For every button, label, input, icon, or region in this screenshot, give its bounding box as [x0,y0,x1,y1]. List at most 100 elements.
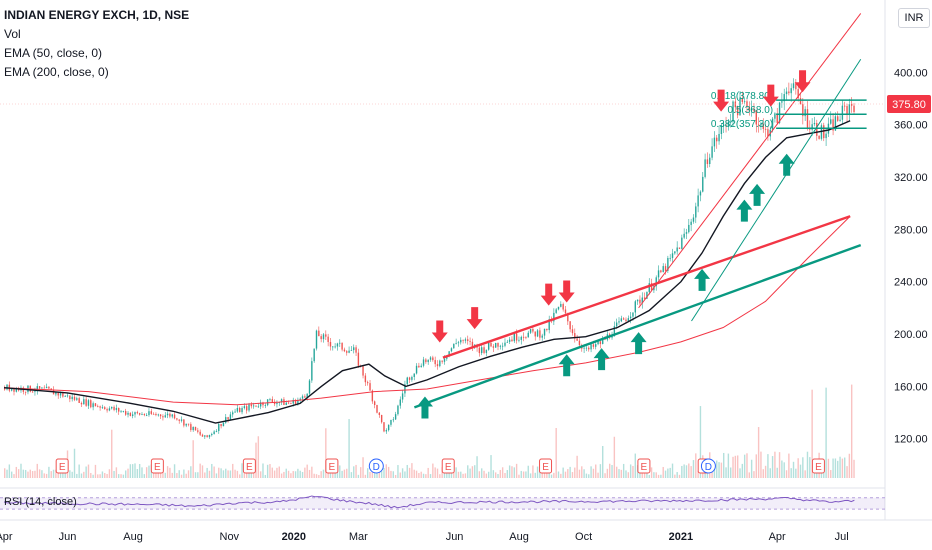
candle-body [718,133,720,142]
volume-bar [755,454,757,478]
legend-volume[interactable]: Vol [4,27,21,41]
legend-ema50[interactable]: EMA (50, close, 0) [4,46,103,60]
candle-body [404,384,406,394]
rsi-legend[interactable]: RSI (14, close) [4,496,77,508]
volume-bar [653,472,655,478]
candle-body [315,330,318,349]
candle-body [92,403,94,408]
candle-body [190,424,192,431]
earnings-badge: E [441,458,455,474]
fib-level-label: 0.382(357.30) [711,119,773,130]
candle-body [318,330,320,337]
volume-bar [732,456,734,478]
badge-box [150,458,164,474]
volume-bar [474,465,476,478]
currency-badge[interactable]: INR [898,8,930,28]
candle-body [602,338,604,344]
volume-bar [613,436,616,478]
volume-bar [806,451,809,478]
candle-body [90,400,92,408]
candle-body [799,98,802,105]
volume-bar [844,457,846,478]
candle-body [650,283,653,291]
candle-body [804,109,806,117]
candle-body [611,336,613,338]
volume-bar [166,466,169,478]
candle-body [492,346,495,348]
volume-bar [487,471,490,478]
volume-bar [532,465,534,478]
candle-body [425,359,427,363]
volume-bar [513,467,515,478]
volume-bar [546,469,548,478]
volume-bar [271,467,273,478]
volume-bar [80,473,83,478]
candle-body [59,393,62,396]
volume-bar [299,470,301,478]
candle-body [420,365,422,368]
candle-body [197,430,199,432]
candle-body [115,407,118,410]
candle-body [704,159,706,177]
volume-bar [124,470,127,478]
volume-bar [543,471,546,478]
volume-bar [199,463,201,478]
candle-body [187,423,190,425]
candle-body [145,415,148,416]
candle-body [511,339,513,342]
volume-bar [115,467,118,478]
candle-body [795,83,797,90]
volume-bar [590,466,592,478]
volume-bar [13,474,15,478]
candle-body [818,135,820,139]
candle-body [681,237,683,249]
candle-body [106,409,108,411]
candle-body [446,356,448,359]
down-arrow-shape [558,280,575,303]
volume-bar [811,389,813,478]
candle-body [252,405,255,407]
candle-body [692,217,695,222]
candle-body [334,346,336,348]
candle-body [634,301,636,313]
volume-bar [739,468,741,478]
candle-body [676,247,678,252]
volume-bar [706,471,709,478]
badge-letter: E [329,462,336,473]
candle-body [764,128,767,130]
candle-body [853,105,855,112]
volume-bar [615,466,618,478]
volume-bar [387,466,390,478]
volume-bar [604,473,606,478]
volume-bar [725,467,727,478]
candle-body [225,417,227,423]
volume-bar [622,463,625,478]
y-tick-label: 360.00 [894,120,928,132]
volume-bar [581,466,583,478]
volume-bar [439,474,441,478]
volume-bar [43,473,45,478]
earnings-badge: E [242,458,256,474]
volume-bar [71,471,73,478]
volume-bar [560,473,562,478]
candle-body [564,309,567,314]
candle-body [513,333,515,342]
volume-bar [716,460,718,478]
volume-bar [406,464,408,478]
volume-bar [232,463,234,478]
candle-body [518,339,520,341]
candle-body [620,318,623,322]
volume-bar [348,419,350,478]
candle-body [697,195,699,207]
volume-bar [311,466,313,478]
candle-body [839,119,841,121]
volume-bar [404,471,406,478]
volume-bar [769,468,771,478]
candle-body [490,342,492,347]
volume-bar [520,470,522,478]
volume-bar [508,465,511,478]
candle-body [529,328,532,333]
candle-body [599,341,602,344]
legend-ema200[interactable]: EMA (200, close, 0) [4,65,109,79]
